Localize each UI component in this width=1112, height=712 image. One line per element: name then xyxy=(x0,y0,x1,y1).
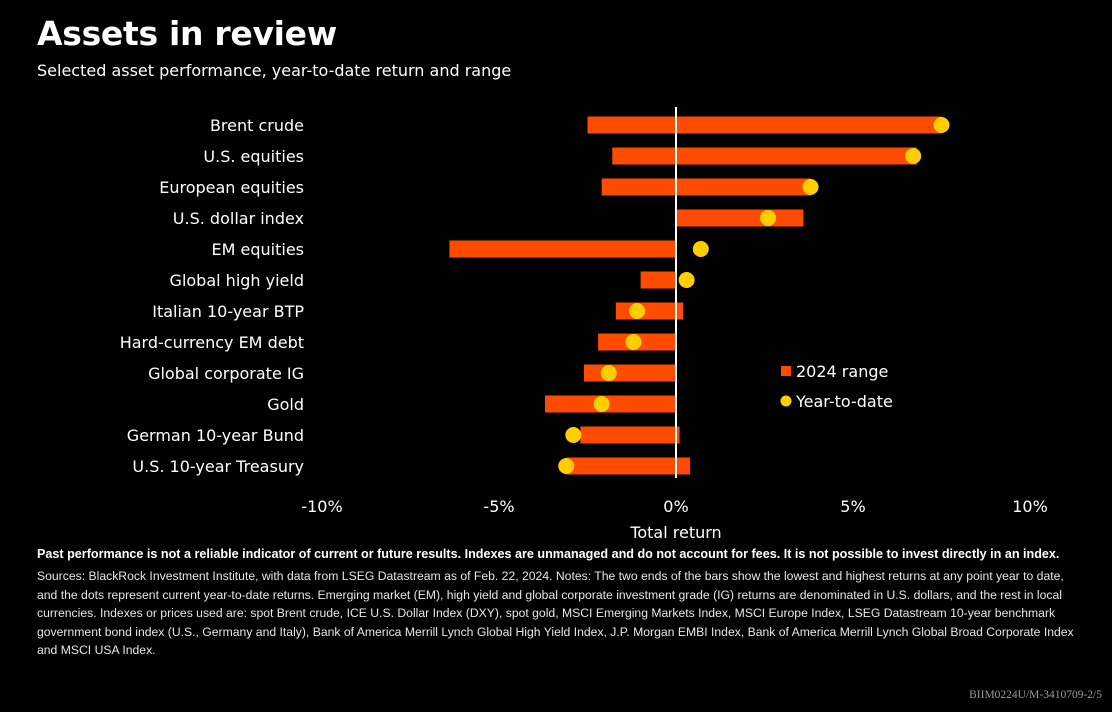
range-bar-brent-crude xyxy=(587,116,942,134)
ytd-dot-global-corporate-ig xyxy=(600,365,617,381)
ytd-dot-gold xyxy=(593,396,610,412)
range-bar-u-s-equities xyxy=(612,147,917,165)
document-code: BIIM0224U/M-3410709-2/5 xyxy=(969,689,1102,701)
category-label-u-s-equities: U.S. equities xyxy=(203,147,304,166)
chart-title: Assets in review xyxy=(37,14,337,53)
x-tick-label: 0% xyxy=(663,497,688,516)
range-chart: Brent crude U.S. equities European equitie… xyxy=(120,107,1048,542)
range-bar-global-corporate-ig xyxy=(583,364,676,382)
category-label-u-s-10-year-treasury: U.S. 10-year Treasury xyxy=(132,457,304,476)
x-tick-label: -10% xyxy=(301,497,342,516)
ytd-dot-global-high-yield xyxy=(678,272,695,288)
category-label-brent-crude: Brent crude xyxy=(210,116,304,135)
ytd-dot-u-s-10-year-treasury xyxy=(558,458,575,474)
range-bar-u-s-dollar-index xyxy=(676,209,804,227)
ytd-dot-italian-10-year-btp xyxy=(629,303,646,319)
chart-subtitle: Selected asset performance, year-to-date… xyxy=(37,61,512,80)
x-axis-title: Total return xyxy=(629,523,721,542)
category-label-global-corporate-ig: Global corporate IG xyxy=(148,364,304,383)
range-bar-global-high-yield xyxy=(640,271,676,289)
range-bar-em-equities xyxy=(449,240,676,258)
ytd-dot-hard-currency-em-debt xyxy=(625,334,642,350)
ytd-dot-u-s-dollar-index xyxy=(760,210,777,226)
category-label-european-equities: European equities xyxy=(159,178,304,197)
ytd-dot-german-10-year-bund xyxy=(565,427,582,443)
range-bar-gold xyxy=(545,395,676,413)
category-label-german-10-year-bund: German 10-year Bund xyxy=(127,426,304,445)
range-bar-u-s-10-year-treasury xyxy=(566,457,691,475)
range-bar-german-10-year-bund xyxy=(580,426,680,444)
x-tick-label: 10% xyxy=(1012,497,1048,516)
category-label-italian-10-year-btp: Italian 10-year BTP xyxy=(152,302,304,321)
category-label-em-equities: EM equities xyxy=(212,240,304,259)
legend-swatch-ytd xyxy=(780,395,792,407)
range-bar-european-equities xyxy=(601,178,811,196)
ytd-dot-european-equities xyxy=(802,179,819,195)
x-tick-label: -5% xyxy=(483,497,514,516)
category-label-hard-currency-em-debt: Hard-currency EM debt xyxy=(120,333,304,352)
legend-swatch-range xyxy=(781,366,791,376)
range-bar-italian-10-year-btp xyxy=(615,302,684,320)
source-notes: Sources: BlackRock Investment Institute,… xyxy=(37,569,1074,658)
ytd-dot-brent-crude xyxy=(933,117,950,133)
category-label-gold: Gold xyxy=(267,395,304,414)
legend-label-ytd: Year-to-date xyxy=(795,392,893,411)
category-label-global-high-yield: Global high yield xyxy=(170,271,304,290)
ytd-dot-em-equities xyxy=(692,241,709,257)
ytd-dot-u-s-equities xyxy=(905,148,922,164)
category-label-u-s-dollar-index: U.S. dollar index xyxy=(173,209,304,228)
legend-label-range: 2024 range xyxy=(796,362,888,381)
x-tick-label: 5% xyxy=(840,497,865,516)
performance-disclaimer: Past performance is not a reliable indic… xyxy=(37,547,1060,561)
